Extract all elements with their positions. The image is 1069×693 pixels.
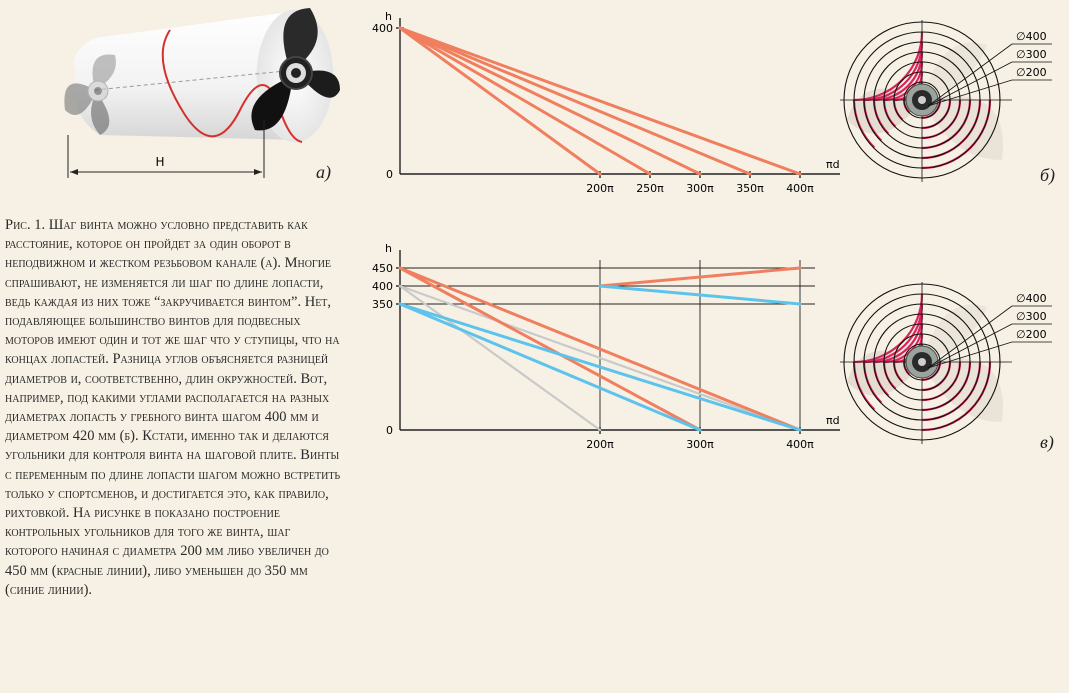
- series-line-blue: [398, 302, 702, 432]
- leader-line: [927, 305, 1013, 369]
- series-line-red: [398, 26, 702, 176]
- y-axis-label: h: [385, 10, 392, 23]
- helix-path: [161, 29, 303, 143]
- diameter-label: ∅400: [1016, 30, 1047, 43]
- propeller-icon: [251, 8, 340, 131]
- panel-a-label: а): [316, 162, 331, 182]
- series-line-blue: [598, 284, 802, 306]
- blade-shape: [922, 358, 1003, 422]
- series-line-red: [398, 26, 602, 176]
- x-tick-label: 400π: [786, 438, 814, 451]
- y-tick-label: 400: [372, 280, 393, 293]
- ghost-propeller: [64, 54, 116, 135]
- chart-variable-pitch: h πd 450 400 350 0 200π 300π 400π: [372, 242, 840, 451]
- x-tick-label: 300π: [686, 182, 714, 195]
- y-tick-label: 350: [372, 298, 393, 311]
- leader-line: [927, 341, 1013, 369]
- leader-line: [927, 79, 1013, 107]
- axis-line: [94, 69, 296, 91]
- series-line-blue: [398, 302, 802, 432]
- series-line-red: [398, 26, 802, 176]
- leader-line: [927, 43, 1013, 107]
- blade-arc: [873, 51, 924, 102]
- figure-caption: Рис. 1. Шаг винта можно условно представ…: [5, 217, 341, 598]
- blade-shape: [922, 42, 987, 100]
- y-tick-label: 450: [372, 262, 393, 275]
- blade-arc: [863, 41, 924, 102]
- y-tick-label: 400: [372, 22, 393, 35]
- y-tick-label: 0: [386, 168, 393, 181]
- series-line-red: [398, 26, 652, 176]
- x-tick-label: 350π: [736, 182, 764, 195]
- diameter-label: ∅300: [1016, 310, 1047, 323]
- blade-arc: [863, 303, 924, 364]
- x-tick-label: 200π: [586, 182, 614, 195]
- blade-shape: [922, 304, 987, 362]
- dimension-label: H: [155, 155, 164, 169]
- leader-line: [927, 61, 1013, 107]
- x-tick-label: 200π: [586, 438, 614, 451]
- series-line-red: [398, 266, 802, 432]
- y-tick-label: 0: [386, 424, 393, 437]
- leader-line: [927, 323, 1013, 369]
- diameter-label: ∅200: [1016, 66, 1047, 79]
- series-line-gray: [398, 284, 602, 432]
- chart-pitch-angles: h πd 400 0 200π 250π 300π 350π 400π: [372, 10, 840, 195]
- x-axis-label: πd: [826, 414, 840, 427]
- series-line-red: [598, 266, 802, 288]
- diameter-label: ∅200: [1016, 328, 1047, 341]
- diameter-label: ∅300: [1016, 48, 1047, 61]
- series-line-gray: [398, 284, 802, 432]
- hub-center-icon: [918, 96, 926, 104]
- panel-b-label: б): [1040, 165, 1056, 185]
- propeller-diameter-diagram-b: ∅400 ∅300 ∅200: [840, 20, 1052, 182]
- propeller-diameter-diagram-c: ∅400 ∅300 ∅200: [840, 282, 1052, 444]
- diameter-label: ∅400: [1016, 292, 1047, 305]
- y-axis-label: h: [385, 242, 392, 255]
- series-line-red: [398, 266, 702, 432]
- blade-shape: [922, 96, 1003, 160]
- panel-c-label: в): [1040, 432, 1054, 452]
- propeller-pitch-illustration: H: [64, 8, 340, 178]
- x-tick-label: 300π: [686, 438, 714, 451]
- hub-center-icon: [918, 358, 926, 366]
- x-axis-label: πd: [826, 158, 840, 171]
- x-tick-label: 400π: [786, 182, 814, 195]
- blade-arc: [873, 313, 924, 364]
- series-line-red: [398, 26, 752, 176]
- x-tick-label: 250π: [636, 182, 664, 195]
